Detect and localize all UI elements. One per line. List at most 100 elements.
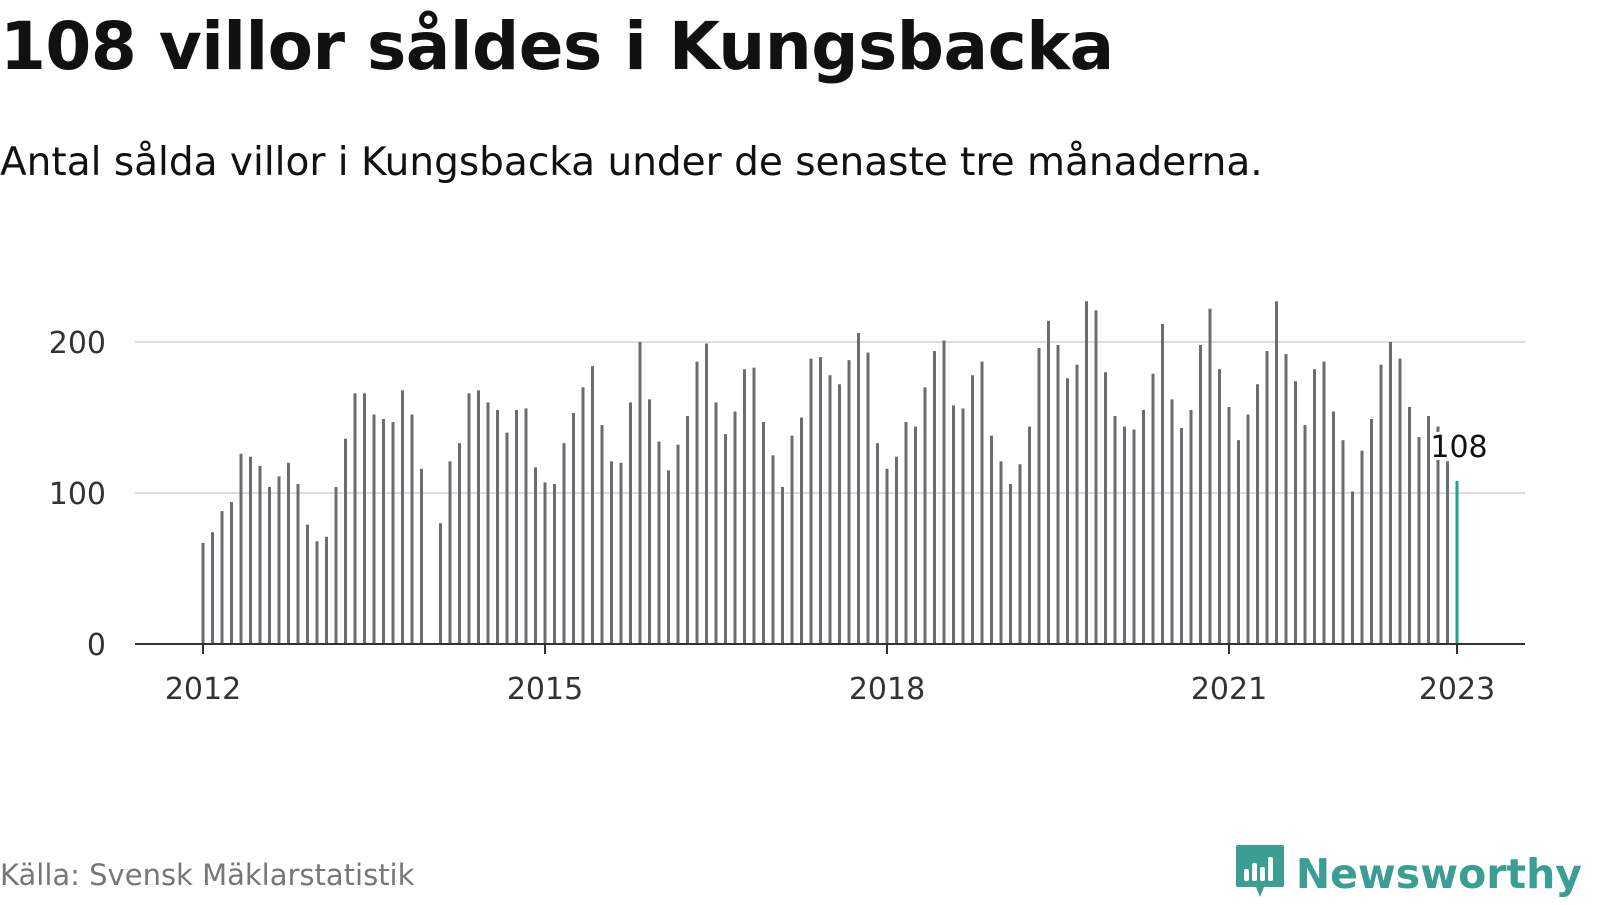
- bar: [467, 393, 471, 644]
- x-tick-label: 2023: [1419, 672, 1495, 707]
- bar: [1237, 440, 1240, 644]
- bar: [657, 441, 661, 644]
- bar: [543, 482, 547, 644]
- bar: [933, 351, 936, 644]
- bar: [999, 461, 1003, 644]
- bar: [686, 415, 689, 644]
- bar: [629, 402, 632, 644]
- bar: [1389, 342, 1392, 644]
- bar: [1104, 372, 1107, 644]
- newsworthy-logo-icon: [1234, 843, 1286, 905]
- bar: [458, 443, 461, 644]
- bar: [648, 399, 651, 644]
- bar: [1113, 415, 1117, 644]
- bar: [325, 536, 328, 644]
- bar: [268, 486, 271, 644]
- y-tick-label: 100: [49, 477, 106, 512]
- bar: [1227, 406, 1231, 644]
- bar: [1351, 491, 1354, 644]
- bar: [1294, 381, 1297, 644]
- bar: [980, 361, 984, 644]
- bar: [1161, 323, 1164, 644]
- page-title: 108 villor såldes i Kungsbacka: [0, 8, 1114, 85]
- bar: [344, 438, 347, 644]
- x-tick-label: 2018: [849, 672, 925, 707]
- bar: [239, 453, 243, 644]
- bar: [705, 343, 708, 644]
- bar: [1180, 428, 1183, 644]
- bar: [505, 432, 509, 644]
- bar: [923, 387, 927, 644]
- bar: [1047, 320, 1050, 644]
- bar: [448, 461, 452, 644]
- bar: [353, 393, 357, 644]
- bar: [847, 360, 851, 644]
- bar: [809, 358, 813, 644]
- bar: [866, 352, 870, 644]
- brand[interactable]: Newsworthy: [1234, 843, 1582, 905]
- bars: [201, 301, 1459, 644]
- bar: [781, 486, 784, 644]
- bar: [534, 467, 537, 644]
- bar: [1436, 426, 1440, 644]
- bar: [401, 390, 404, 644]
- bar: [1028, 426, 1031, 644]
- bar: [676, 444, 680, 644]
- bar: [334, 486, 338, 644]
- bar: [562, 443, 566, 644]
- bar: [477, 390, 480, 644]
- bar: [743, 369, 746, 644]
- x-tick-label: 2015: [507, 672, 583, 707]
- bar: [524, 408, 528, 644]
- bar: [315, 541, 319, 644]
- bar: [1275, 301, 1278, 644]
- bar: [695, 361, 699, 644]
- bar: [857, 332, 860, 644]
- bar: [714, 402, 718, 644]
- bar: [1265, 351, 1269, 644]
- bar-highlight: [1455, 480, 1459, 644]
- bar: [752, 367, 756, 644]
- x-tick-label: 2021: [1191, 672, 1267, 707]
- bar: [1246, 414, 1250, 644]
- y-tick-label: 0: [87, 628, 106, 663]
- bar: [439, 523, 442, 644]
- bar: [638, 342, 642, 644]
- bar: [1123, 426, 1126, 644]
- bar: [1056, 345, 1060, 644]
- brand-name: Newsworthy: [1295, 850, 1582, 898]
- bar: [1408, 406, 1411, 644]
- bar: [971, 375, 974, 644]
- bar: [1066, 378, 1069, 644]
- bar: [1256, 384, 1259, 644]
- bar: [258, 465, 262, 644]
- bar: [619, 462, 623, 644]
- y-tick-label: 200: [49, 326, 106, 361]
- bar: [572, 412, 575, 644]
- bar: [600, 425, 604, 644]
- bar: [1094, 310, 1098, 644]
- bar: [1208, 308, 1212, 644]
- bar: [1009, 483, 1012, 644]
- bar: [1037, 348, 1041, 644]
- bar: [553, 483, 556, 644]
- bar: [230, 502, 233, 644]
- bar: [885, 468, 889, 644]
- bar: [828, 375, 832, 644]
- bar: [800, 417, 803, 644]
- axes: [135, 643, 1525, 654]
- bar: [876, 443, 879, 644]
- bar: [1417, 437, 1421, 644]
- bar: [581, 387, 585, 644]
- bar: [790, 435, 794, 644]
- source-note: Källa: Svensk Mäklarstatistik: [0, 858, 415, 892]
- bar: [1341, 440, 1345, 644]
- bar: [287, 462, 290, 644]
- bar: [904, 422, 908, 644]
- bar: [1284, 354, 1288, 644]
- bar: [914, 426, 917, 644]
- bar: [515, 409, 518, 644]
- bar: [277, 476, 281, 644]
- bar: [1170, 399, 1174, 644]
